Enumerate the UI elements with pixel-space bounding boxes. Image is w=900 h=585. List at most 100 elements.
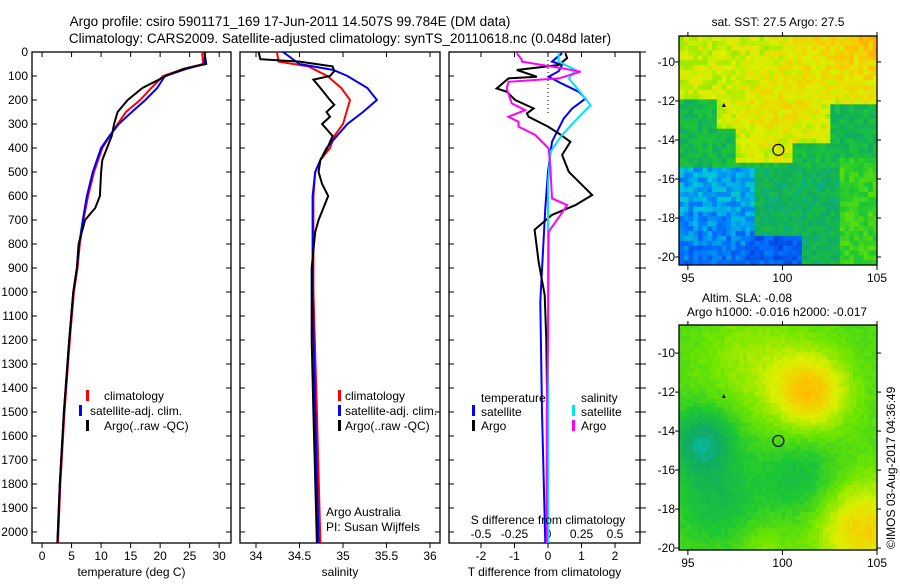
- map-cell: [853, 333, 857, 338]
- map-cell: [811, 114, 816, 120]
- map-cell: [707, 231, 712, 237]
- map-cell: [802, 143, 807, 149]
- map-cell: [694, 504, 698, 509]
- map-cell: [726, 114, 731, 120]
- map-cell: [802, 212, 807, 218]
- map-cell: [721, 407, 725, 412]
- map-cell: [777, 501, 781, 506]
- map-cell: [731, 231, 736, 237]
- map-cell: [830, 325, 834, 330]
- map-cell: [783, 251, 788, 257]
- map-cell: [793, 56, 798, 62]
- map-cell: [693, 95, 698, 101]
- map-cell: [783, 216, 788, 222]
- map-cell: [800, 434, 804, 439]
- map-cell: [679, 46, 684, 52]
- map-cell: [759, 231, 764, 237]
- map-cell: [830, 458, 834, 463]
- map-cell: [683, 395, 687, 400]
- map-cell: [762, 426, 766, 431]
- map-cell: [861, 446, 865, 451]
- map-cell: [747, 384, 751, 389]
- map-cell: [766, 434, 770, 439]
- map-cell: [859, 138, 864, 144]
- map-cell: [770, 333, 774, 338]
- map-cell: [783, 255, 788, 261]
- map-cell: [740, 372, 744, 377]
- map-cell: [736, 368, 740, 373]
- map-cell: [740, 450, 744, 455]
- map-cell: [679, 129, 684, 135]
- map-cell: [755, 415, 759, 420]
- map-cell: [731, 41, 736, 47]
- map-cell: [736, 36, 741, 42]
- map-cell: [872, 345, 876, 350]
- map-cell: [840, 236, 845, 242]
- map-cell: [807, 212, 812, 218]
- map-cell: [783, 158, 788, 164]
- map-cell: [741, 187, 746, 193]
- map-cell: [849, 85, 854, 91]
- map-cell: [788, 231, 793, 237]
- map-cell: [712, 80, 717, 86]
- map-cell: [693, 241, 698, 247]
- map-cell: [679, 430, 683, 435]
- map-cell: [826, 60, 831, 66]
- map-cell: [747, 426, 751, 431]
- map-cell: [703, 251, 708, 257]
- map-cell: [830, 134, 835, 140]
- map-cell: [755, 493, 759, 498]
- map-cell: [702, 508, 706, 513]
- map-cell: [743, 407, 747, 412]
- map-cell: [713, 341, 717, 346]
- map-cell: [781, 348, 785, 353]
- map-cell: [750, 60, 755, 66]
- map-cell: [698, 481, 702, 486]
- map-cell: [827, 329, 831, 334]
- map-cell: [868, 489, 872, 494]
- map-cell: [717, 182, 722, 188]
- map-cell: [684, 65, 689, 71]
- map-cell: [721, 504, 725, 509]
- map-cell: [789, 372, 793, 377]
- map-cell: [747, 399, 751, 404]
- map-cell: [713, 454, 717, 459]
- map-cell: [770, 512, 774, 517]
- map-cell: [764, 129, 769, 135]
- map-cell: [807, 134, 812, 140]
- map-cell: [823, 345, 827, 350]
- map-cell: [777, 387, 781, 392]
- map-cell: [707, 187, 712, 193]
- map-cell: [868, 41, 873, 47]
- map-cell: [783, 168, 788, 174]
- map-cell: [747, 512, 751, 517]
- map-cell: [796, 376, 800, 381]
- map-cell: [743, 423, 747, 428]
- map-cell: [764, 187, 769, 193]
- map-cell: [783, 212, 788, 218]
- map-cell: [788, 221, 793, 227]
- map-cell: [759, 153, 764, 159]
- map-cell: [807, 197, 812, 203]
- map-cell: [684, 173, 689, 179]
- map-cell: [683, 462, 687, 467]
- map-cell: [679, 426, 683, 431]
- map-cell: [759, 124, 764, 130]
- map-cell: [849, 173, 854, 179]
- map-cell: [698, 236, 703, 242]
- map-cell: [684, 51, 689, 57]
- map-cell: [712, 241, 717, 247]
- map-cell: [698, 376, 702, 381]
- map-cell: [796, 458, 800, 463]
- map-cell: [849, 177, 854, 183]
- map-cell: [770, 477, 774, 482]
- map-cell: [764, 168, 769, 174]
- map-cell: [823, 337, 827, 342]
- map-cell: [872, 368, 876, 373]
- map-cell: [793, 177, 798, 183]
- map-cell: [721, 411, 725, 416]
- map-cell: [745, 134, 750, 140]
- map-cell: [698, 356, 702, 361]
- map-cell: [793, 158, 798, 164]
